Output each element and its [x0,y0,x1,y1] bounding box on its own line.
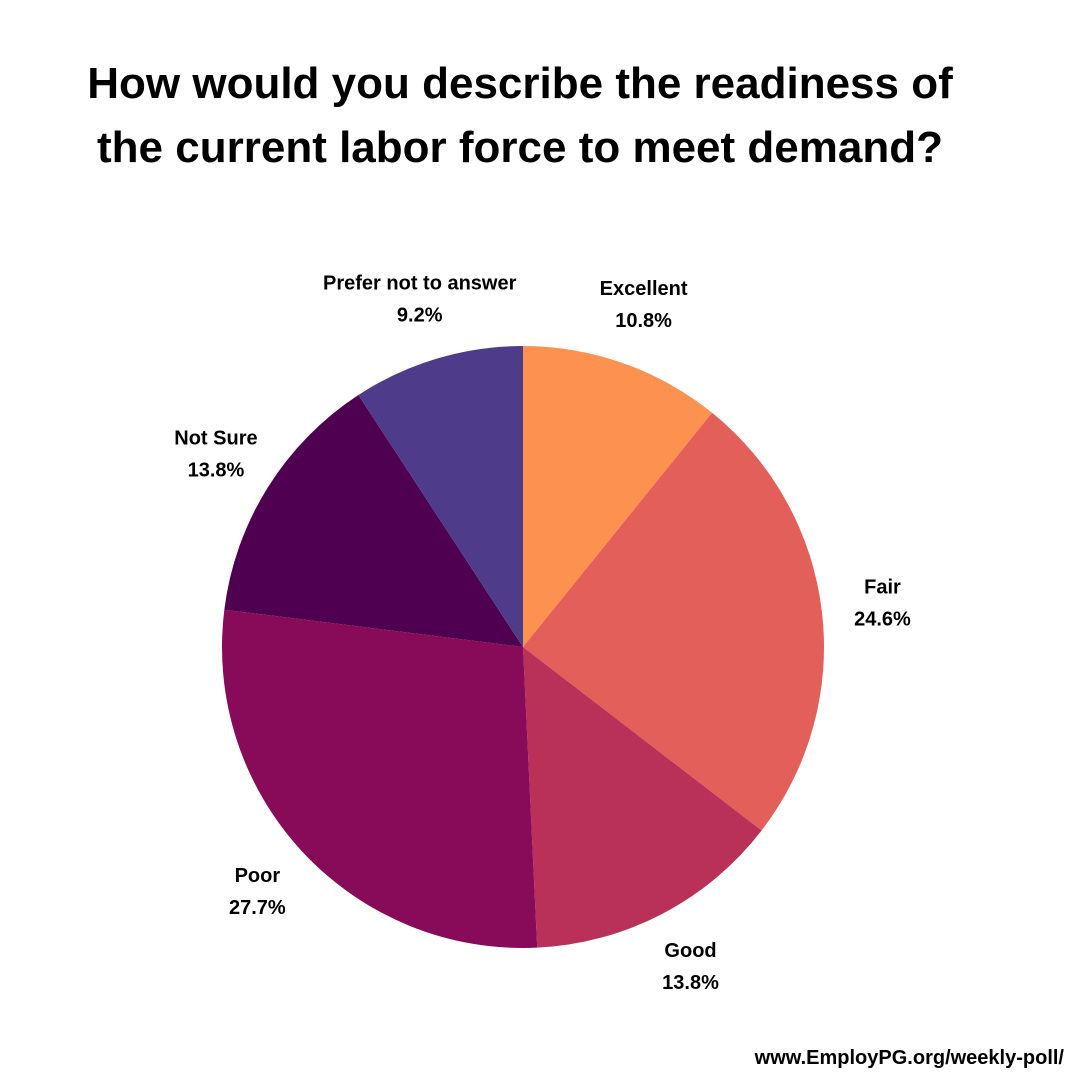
pie-slice [358,346,523,647]
slice-label: Excellent [600,278,688,300]
pie-slice [523,647,762,948]
slice-label: Good [664,940,716,962]
pie-slice [523,412,824,831]
pie-slice [523,346,713,647]
value-label: 24.6% [854,609,911,631]
slice-label: Prefer not to answer [323,272,517,294]
footer: www.EmployPG.org/weekly-poll/ [754,1047,1064,1069]
slice-label: Poor [235,865,281,887]
value-label: 9.2% [397,304,443,326]
slice-label: Fair [864,577,901,599]
value-label: 13.8% [662,972,719,994]
value-label: 13.8% [188,460,245,482]
slice-label: Not Sure [174,428,257,450]
value-label: 27.7% [229,897,286,919]
chart-title: How would you describe the readiness of … [87,59,953,172]
pie-slice [222,609,538,948]
pie-slice [224,394,523,647]
value-label: 10.8% [615,310,672,332]
